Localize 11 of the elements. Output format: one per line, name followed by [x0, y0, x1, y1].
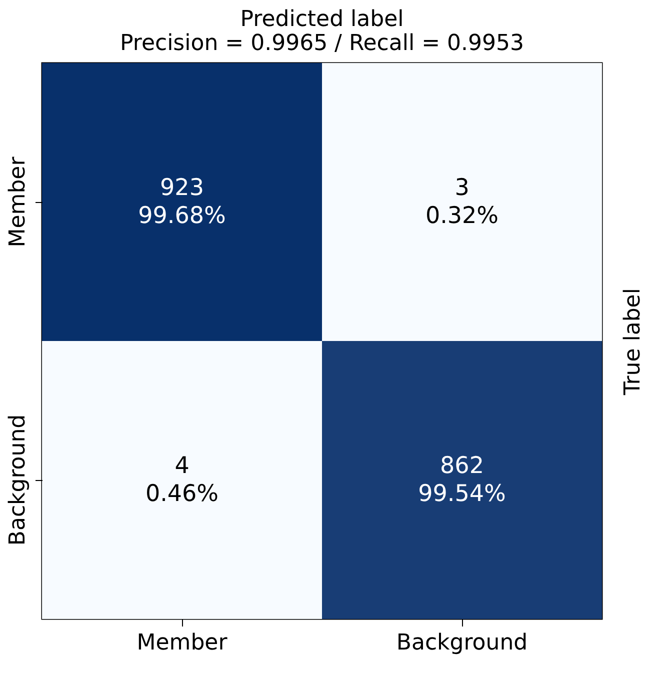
annotation: 0.46% [145, 481, 219, 507]
annotation: 0.32% [425, 203, 499, 229]
data-label: 3 [454, 175, 470, 201]
annotation: 99.54% [418, 481, 506, 507]
annotation: 99.68% [138, 203, 226, 229]
y-axis-title: True label [620, 288, 646, 396]
data-label: 862 [440, 453, 484, 479]
data-label: 923 [160, 175, 204, 201]
data-label: 4 [174, 453, 190, 479]
chart-title: Predicted label [240, 7, 404, 32]
chart-subtitle: Precision = 0.9965 / Recall = 0.9953 [120, 31, 524, 56]
